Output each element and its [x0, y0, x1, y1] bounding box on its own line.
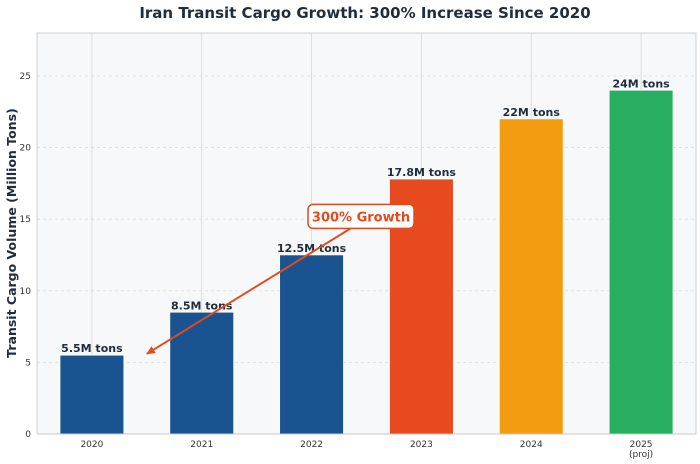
x-tick-label: 2020 — [80, 440, 103, 450]
y-tick-label: 15 — [20, 215, 31, 225]
x-tick-label: 2023 — [410, 440, 433, 450]
y-tick-label: 0 — [25, 430, 31, 440]
annotation-text: 300% Growth — [312, 210, 410, 225]
plot-area — [36, 32, 697, 435]
bar-labels: 5.5M tons 8.5M tons 12.5M tons 17.8M tons 22… — [61, 77, 670, 355]
bar-data-label: 17.8M tons — [387, 166, 457, 179]
bar — [169, 311, 234, 435]
x-tick-label: 2022 — [300, 440, 323, 450]
bar — [499, 118, 564, 435]
bar — [608, 89, 674, 435]
x-tick-label: (proj) — [629, 450, 653, 460]
y-tick-label: 5 — [25, 358, 31, 368]
y-tick-label: 10 — [20, 287, 32, 297]
bar — [59, 354, 125, 435]
chart-title: Iran Transit Cargo Growth: 300% Increase… — [139, 4, 590, 22]
bar-data-label: 12.5M tons — [277, 242, 347, 255]
x-tick-label: 2021 — [190, 440, 213, 450]
y-tick-label: 25 — [20, 72, 31, 82]
annotation-arrow — [145, 221, 362, 355]
bar-data-label: 8.5M tons — [171, 299, 233, 312]
y-axis-label: Transit Cargo Volume (Million Tons) — [4, 108, 19, 358]
x-tick-label: 2025 — [630, 440, 653, 450]
annotation-box — [307, 203, 415, 230]
x-tick-label: 2024 — [520, 440, 543, 450]
bars — [59, 89, 674, 435]
bar-data-label: 22M tons — [503, 106, 561, 119]
y-tick-label: 20 — [20, 144, 32, 154]
bar-data-label: 5.5M tons — [61, 342, 123, 355]
x-axis-ticks: 2020 2021 2022 2023 2024 2025(proj) — [80, 440, 653, 460]
annotation: 300% Growth — [145, 203, 415, 355]
bar — [279, 254, 344, 435]
bar-data-label: 24M tons — [612, 77, 670, 90]
y-axis-ticks: 0 5 10 15 20 25 — [20, 72, 696, 440]
